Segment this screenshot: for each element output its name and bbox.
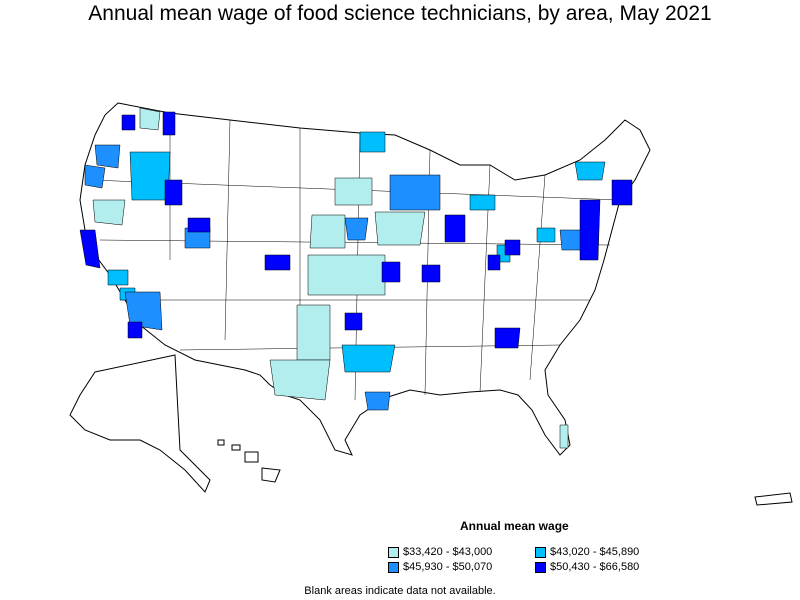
legend-title: Annual mean wage — [460, 519, 569, 533]
legend-label-4: $50,430 - $66,580 — [550, 561, 640, 573]
alaska-outline — [69, 354, 211, 493]
map-title: Annual mean wage of food science technic… — [88, 2, 712, 25]
hawaii-islands — [217, 439, 281, 483]
legend-label-1: $33,420 - $43,000 — [403, 546, 493, 558]
footnote: Blank areas indicate data not available. — [304, 585, 496, 597]
areas-tier4 — [79, 111, 633, 349]
legend-item-1: $33,420 - $43,000 — [388, 546, 492, 558]
legend-swatch-3 — [388, 561, 399, 573]
legend-label-3: $45,930 - $50,070 — [403, 561, 493, 573]
legend-label-2: $43,020 - $45,890 — [550, 546, 640, 558]
legend-swatch-4 — [535, 561, 546, 573]
areas-tier1 — [92, 107, 569, 449]
legend-swatch-2 — [535, 546, 546, 558]
legend-item-4: $50,430 - $66,580 — [535, 561, 639, 573]
legend-item-3: $45,930 - $50,070 — [388, 561, 492, 573]
legend-swatch-1 — [388, 546, 399, 558]
legend-item-2: $43,020 - $45,890 — [535, 546, 639, 558]
puerto-rico-outline — [754, 492, 793, 506]
